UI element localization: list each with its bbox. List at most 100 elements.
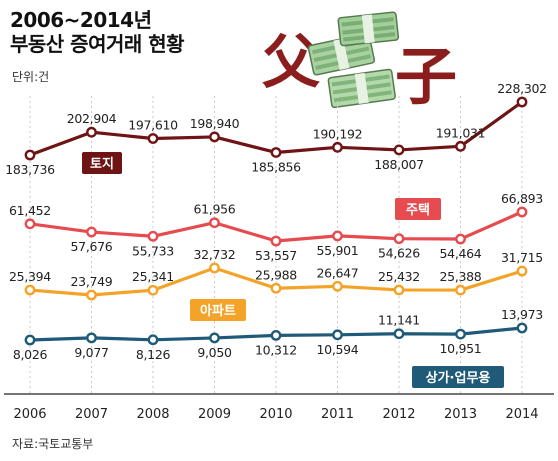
data-point-1-2013 [455,233,466,245]
data-label-0-2007: 202,904 [67,111,117,126]
data-label-1-2011: 55,901 [317,243,359,258]
data-point-3-2010 [270,329,282,341]
data-label-2-2006: 25,394 [9,269,51,284]
data-label-2-2009: 32,732 [194,247,236,262]
data-point-2-2012 [393,284,405,296]
data-point-2-2011 [332,280,343,292]
x-tick-label-2010: 2010 [259,407,292,422]
data-point-3-2012 [393,328,405,340]
data-label-3-2009: 9,050 [197,345,232,360]
data-point-0-2008 [147,133,159,144]
x-tick-label-2009: 2009 [198,407,231,422]
data-label-2-2010: 25,988 [255,267,297,282]
x-tick-label-2006: 2006 [13,407,46,422]
series-0: 183,736 202,904 197,610 198,940 185,856 190,1… [5,81,547,177]
data-label-3-2010: 10,312 [255,342,297,357]
data-label-1-2014: 66,893 [501,191,543,206]
data-label-1-2012: 54,626 [378,246,420,261]
data-label-1-2006: 61,452 [9,203,51,218]
data-label-1-2010: 53,557 [255,248,297,263]
decor-illustration: 父 子 [262,11,457,113]
x-tick-label-2007: 2007 [75,407,108,422]
data-point-3-2006 [24,334,36,346]
data-label-0-2008: 197,610 [128,118,178,133]
data-point-2-2008 [147,284,159,296]
chart-title-line1: 2006~2014년 [10,8,152,32]
data-point-3-2011 [332,329,343,341]
data-point-0-2007 [86,126,97,138]
data-label-3-2014: 13,973 [501,307,543,322]
data-label-0-2012: 188,007 [374,157,424,172]
data-point-1-2010 [270,235,282,247]
data-point-0-2009 [209,131,220,143]
data-point-3-2013 [455,328,466,340]
series-name-box-0 [82,152,122,174]
data-label-2-2007: 23,749 [71,274,113,289]
data-point-0-2010 [270,147,282,158]
data-point-2-2007 [86,289,97,301]
data-label-2-2014: 31,715 [501,250,543,265]
data-label-3-2011: 10,594 [317,342,359,357]
data-label-3-2012: 11,141 [378,313,420,328]
data-label-3-2008: 8,126 [136,347,171,362]
x-tick-label-2011: 2011 [321,407,354,422]
series-name-1: 주택 [406,202,430,218]
unit-label: 단위:건 [12,70,50,84]
x-tick-label-2008: 2008 [136,407,169,422]
data-label-2-2011: 26,647 [317,265,359,280]
data-label-3-2007: 9,077 [74,345,108,360]
data-label-0-2013: 191,031 [436,125,486,140]
series-3: 8,026 9,077 8,126 9,050 10,312 10,594 11,141 10… [13,307,543,388]
data-point-1-2008 [147,230,159,242]
x-tick-label-2013: 2013 [444,407,477,422]
money-stack-icon [307,11,400,109]
data-label-3-2013: 10,951 [440,341,482,356]
decor-glyph-son: 子 [395,40,457,113]
data-label-1-2013: 54,464 [440,246,482,261]
x-tick-label-2012: 2012 [382,407,415,422]
source-label: 자료:국토교통부 [12,437,94,451]
data-point-3-2008 [147,334,159,346]
data-point-3-2007 [86,332,97,344]
series-name-box-3 [412,366,504,388]
series-name-box-1 [395,198,441,220]
data-point-2-2006 [24,284,36,296]
x-tick-label-2014: 2014 [505,407,538,422]
data-point-1-2006 [24,218,36,230]
data-label-1-2007: 57,676 [71,239,113,254]
data-point-2-2014 [516,265,528,277]
data-point-0-2013 [455,140,466,152]
data-label-0-2006: 183,736 [5,162,55,177]
data-point-1-2011 [332,230,343,242]
series-name-box-2 [190,299,246,321]
data-label-0-2014: 228,302 [497,81,547,96]
data-point-0-2006 [24,149,36,161]
data-point-1-2014 [516,206,528,218]
data-point-0-2011 [332,141,343,153]
decor-glyph-father: 父 [262,28,320,96]
data-point-3-2009 [209,332,220,344]
data-label-2-2012: 25,432 [378,269,420,284]
data-label-0-2011: 190,192 [313,126,363,141]
data-point-2-2010 [270,282,282,294]
data-point-0-2012 [393,144,405,156]
data-point-3-2014 [516,322,528,334]
data-label-2-2008: 25,341 [132,269,174,284]
data-label-2-2013: 25,388 [440,269,482,284]
chart-title-line2: 부동산 증여거래 현황 [10,32,185,56]
series-2: 25,394 23,749 25,341 32,732 25,988 26,647 25,4… [9,247,543,321]
series-name-2: 아파트 [200,303,236,319]
series-name-3: 상가·업무용 [426,370,491,386]
series-name-0: 토지 [90,157,114,172]
data-label-3-2006: 8,026 [13,347,48,362]
data-point-1-2009 [209,217,220,229]
data-point-2-2013 [455,284,466,296]
data-label-0-2009: 198,940 [190,116,240,131]
series-1: 61,452 57,676 55,733 61,956 53,557 55,901 54,6… [9,191,543,263]
data-point-1-2012 [393,233,405,245]
data-label-1-2009: 61,956 [194,202,236,217]
chart-title: 2006~2014년 부동산 증여거래 현황 [10,8,185,56]
data-label-1-2008: 55,733 [132,243,174,258]
